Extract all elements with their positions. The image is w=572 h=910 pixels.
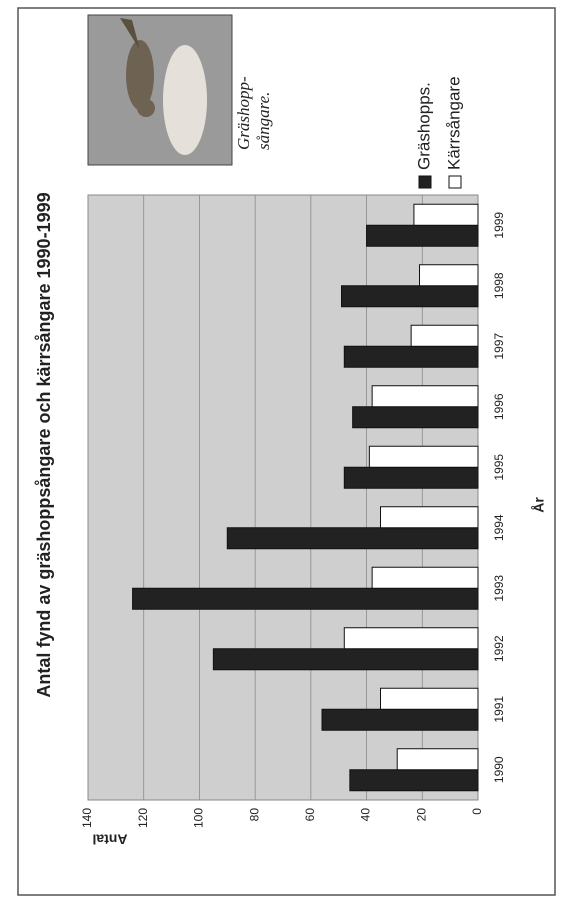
bar [366,224,479,247]
bar [341,285,479,308]
caption: Gräshopp- [234,76,253,150]
x-tick-label: 1991 [492,696,506,723]
x-tick-label: 1995 [492,454,506,481]
legend-marker [418,175,432,189]
x-tick-label: 1998 [492,272,506,299]
y-tick-label: 20 [414,808,428,822]
y-tick-label: 60 [303,808,317,822]
bar [380,506,479,529]
y-tick-label: 140 [80,808,94,828]
photo [87,14,233,166]
bar [349,769,479,792]
chart: Antal fynd av gräshoppsångare och kärrså… [34,14,547,847]
x-tick-label: 1990 [492,756,506,783]
bar [413,203,479,226]
x-tick-label: 1996 [492,393,506,420]
bar [343,345,479,368]
bar [371,385,479,408]
y-tick-label: 100 [192,808,206,828]
bar [343,627,479,650]
bar [380,687,479,710]
caption: sångare. [254,92,273,150]
x-tick-label: 1997 [492,333,506,360]
bar [352,406,479,429]
x-tick-label: 1999 [492,212,506,239]
bar [419,264,479,287]
bar [132,587,479,610]
bar [226,527,479,550]
frame [17,7,556,896]
bar [212,648,479,671]
bar [343,466,479,489]
bar [396,748,479,771]
x-tick-label: 1992 [492,635,506,662]
y-tick-label: 0 [470,808,484,815]
chart-title: Antal fynd av gräshoppsångare och kärrså… [34,192,54,697]
legend-marker [448,175,462,189]
y-axis-label: Antal [93,831,128,847]
legend-label: Gräshopps. [414,82,433,170]
x-tick-label: 1994 [492,514,506,541]
x-tick-label: 1993 [492,575,506,602]
bar [410,324,479,347]
y-tick-label: 80 [247,808,261,822]
y-tick-label: 120 [136,808,150,828]
bar [368,445,479,468]
bar [321,708,479,731]
bar [371,566,479,589]
y-tick-label: 40 [359,808,373,822]
legend-label: Kärrsångare [444,76,463,170]
x-axis-label: År [531,497,547,513]
